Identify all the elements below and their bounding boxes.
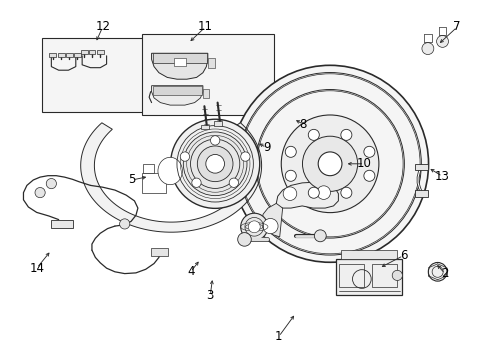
Bar (142, 164, 153, 173)
Text: 4: 4 (186, 265, 194, 278)
Text: 3: 3 (206, 289, 214, 302)
Bar (173, 58, 185, 66)
Circle shape (240, 213, 267, 240)
Circle shape (340, 187, 351, 198)
Bar (201, 125, 209, 129)
Circle shape (46, 179, 56, 189)
Text: 1: 1 (274, 330, 282, 343)
Text: 10: 10 (356, 157, 371, 170)
Circle shape (197, 146, 232, 182)
Bar (66, 53, 73, 57)
Circle shape (281, 115, 378, 213)
Bar (58, 53, 64, 57)
Circle shape (183, 132, 246, 195)
Circle shape (229, 178, 238, 188)
Text: 13: 13 (434, 170, 449, 183)
Polygon shape (336, 259, 401, 295)
Bar (74, 53, 81, 57)
Circle shape (120, 219, 129, 229)
Bar (214, 121, 222, 126)
Bar (371, 264, 396, 287)
Circle shape (302, 136, 357, 192)
Circle shape (248, 221, 260, 233)
Circle shape (363, 170, 374, 181)
Bar (414, 190, 427, 197)
Bar (142, 34, 273, 115)
Circle shape (283, 187, 296, 201)
Bar (150, 248, 167, 256)
Circle shape (285, 170, 296, 181)
Bar (207, 58, 215, 68)
Circle shape (285, 146, 296, 157)
Circle shape (436, 35, 447, 48)
Circle shape (35, 188, 45, 198)
Text: 11: 11 (198, 21, 212, 33)
Bar (51, 220, 73, 228)
Bar (152, 86, 202, 95)
Circle shape (210, 136, 220, 145)
Text: 2: 2 (440, 267, 448, 280)
Text: 12: 12 (95, 21, 110, 33)
Bar (97, 50, 103, 54)
Text: 8: 8 (299, 118, 306, 131)
Polygon shape (276, 182, 338, 208)
Circle shape (391, 270, 402, 280)
Circle shape (205, 154, 224, 173)
Circle shape (237, 233, 251, 246)
Bar (142, 173, 166, 193)
Bar (338, 264, 363, 287)
Circle shape (191, 178, 201, 188)
Bar (152, 53, 207, 63)
Bar (414, 164, 427, 170)
Ellipse shape (158, 157, 182, 185)
Circle shape (340, 129, 351, 140)
Bar (49, 53, 56, 57)
Circle shape (421, 42, 433, 55)
Circle shape (307, 187, 319, 198)
Text: 5: 5 (128, 174, 136, 186)
Circle shape (427, 262, 446, 281)
Circle shape (316, 186, 330, 199)
Text: 9: 9 (262, 141, 270, 154)
Bar (203, 89, 208, 98)
Bar (81, 50, 87, 54)
Polygon shape (261, 203, 282, 237)
Circle shape (231, 65, 427, 262)
Circle shape (170, 119, 259, 208)
Polygon shape (81, 123, 261, 232)
Circle shape (240, 152, 249, 161)
Bar (41, 38, 151, 112)
Circle shape (318, 152, 341, 176)
Text: 6: 6 (399, 249, 407, 262)
Text: 7: 7 (452, 21, 460, 33)
Polygon shape (151, 53, 207, 79)
Polygon shape (151, 86, 203, 105)
Polygon shape (341, 250, 397, 259)
Circle shape (363, 146, 374, 157)
Circle shape (314, 230, 325, 242)
Circle shape (262, 219, 278, 234)
Text: 14: 14 (29, 262, 44, 275)
Circle shape (307, 129, 319, 140)
Circle shape (180, 152, 189, 161)
Bar (88, 50, 95, 54)
